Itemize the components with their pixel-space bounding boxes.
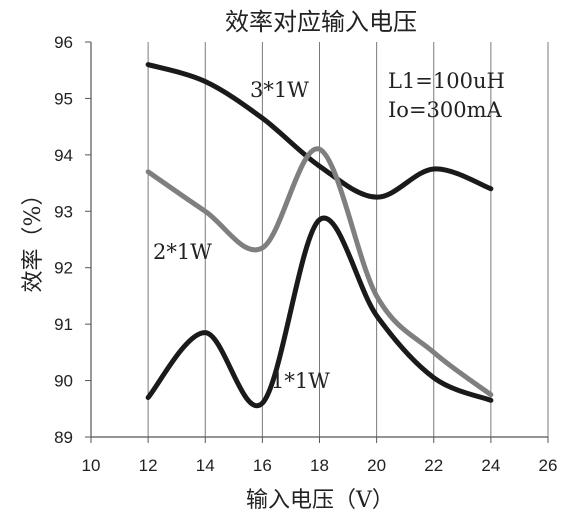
annotation-current: Io=300mA — [388, 98, 503, 122]
x-tick-label: 26 — [539, 456, 558, 475]
x-tick-label: 22 — [424, 456, 443, 475]
y-tick-label: 95 — [54, 89, 73, 108]
series-label-3x1w: 3*1W — [250, 78, 309, 102]
x-tick-label: 24 — [481, 456, 500, 475]
x-tick-label: 12 — [139, 456, 158, 475]
series-line — [145, 146, 494, 398]
y-tick-label: 89 — [54, 428, 73, 447]
series-lines — [145, 62, 494, 409]
x-axis-label: 输入电压（V） — [246, 488, 394, 513]
series-labels: 3*1W 2*1W 1*1W — [153, 78, 330, 393]
y-tick-label: 90 — [54, 372, 73, 391]
x-tick-label: 14 — [196, 456, 215, 475]
annotation-inductance: L1=100uH — [388, 69, 505, 93]
x-tick-label: 10 — [82, 456, 101, 475]
chart-title: 效率对应输入电压 — [225, 8, 417, 36]
grid — [147, 42, 549, 437]
series-label-1x1w: 1*1W — [271, 369, 330, 393]
y-tick-label: 93 — [54, 202, 73, 221]
y-tick-label: 96 — [54, 33, 73, 52]
x-tick-label: 20 — [367, 456, 386, 475]
y-tick-label: 94 — [54, 146, 73, 165]
tick-labels: 89 90 91 92 93 94 95 96 10 12 14 16 18 20 22 24 26 — [54, 33, 557, 475]
y-tick-label: 91 — [54, 315, 73, 334]
y-axis-label: 效率（%） — [21, 184, 46, 293]
y-tick-label: 92 — [54, 259, 73, 278]
x-tick-label: 16 — [253, 456, 272, 475]
series-line — [145, 62, 494, 200]
series-line — [145, 215, 494, 409]
x-tick-label: 18 — [310, 456, 329, 475]
series-label-2x1w: 2*1W — [153, 240, 212, 264]
